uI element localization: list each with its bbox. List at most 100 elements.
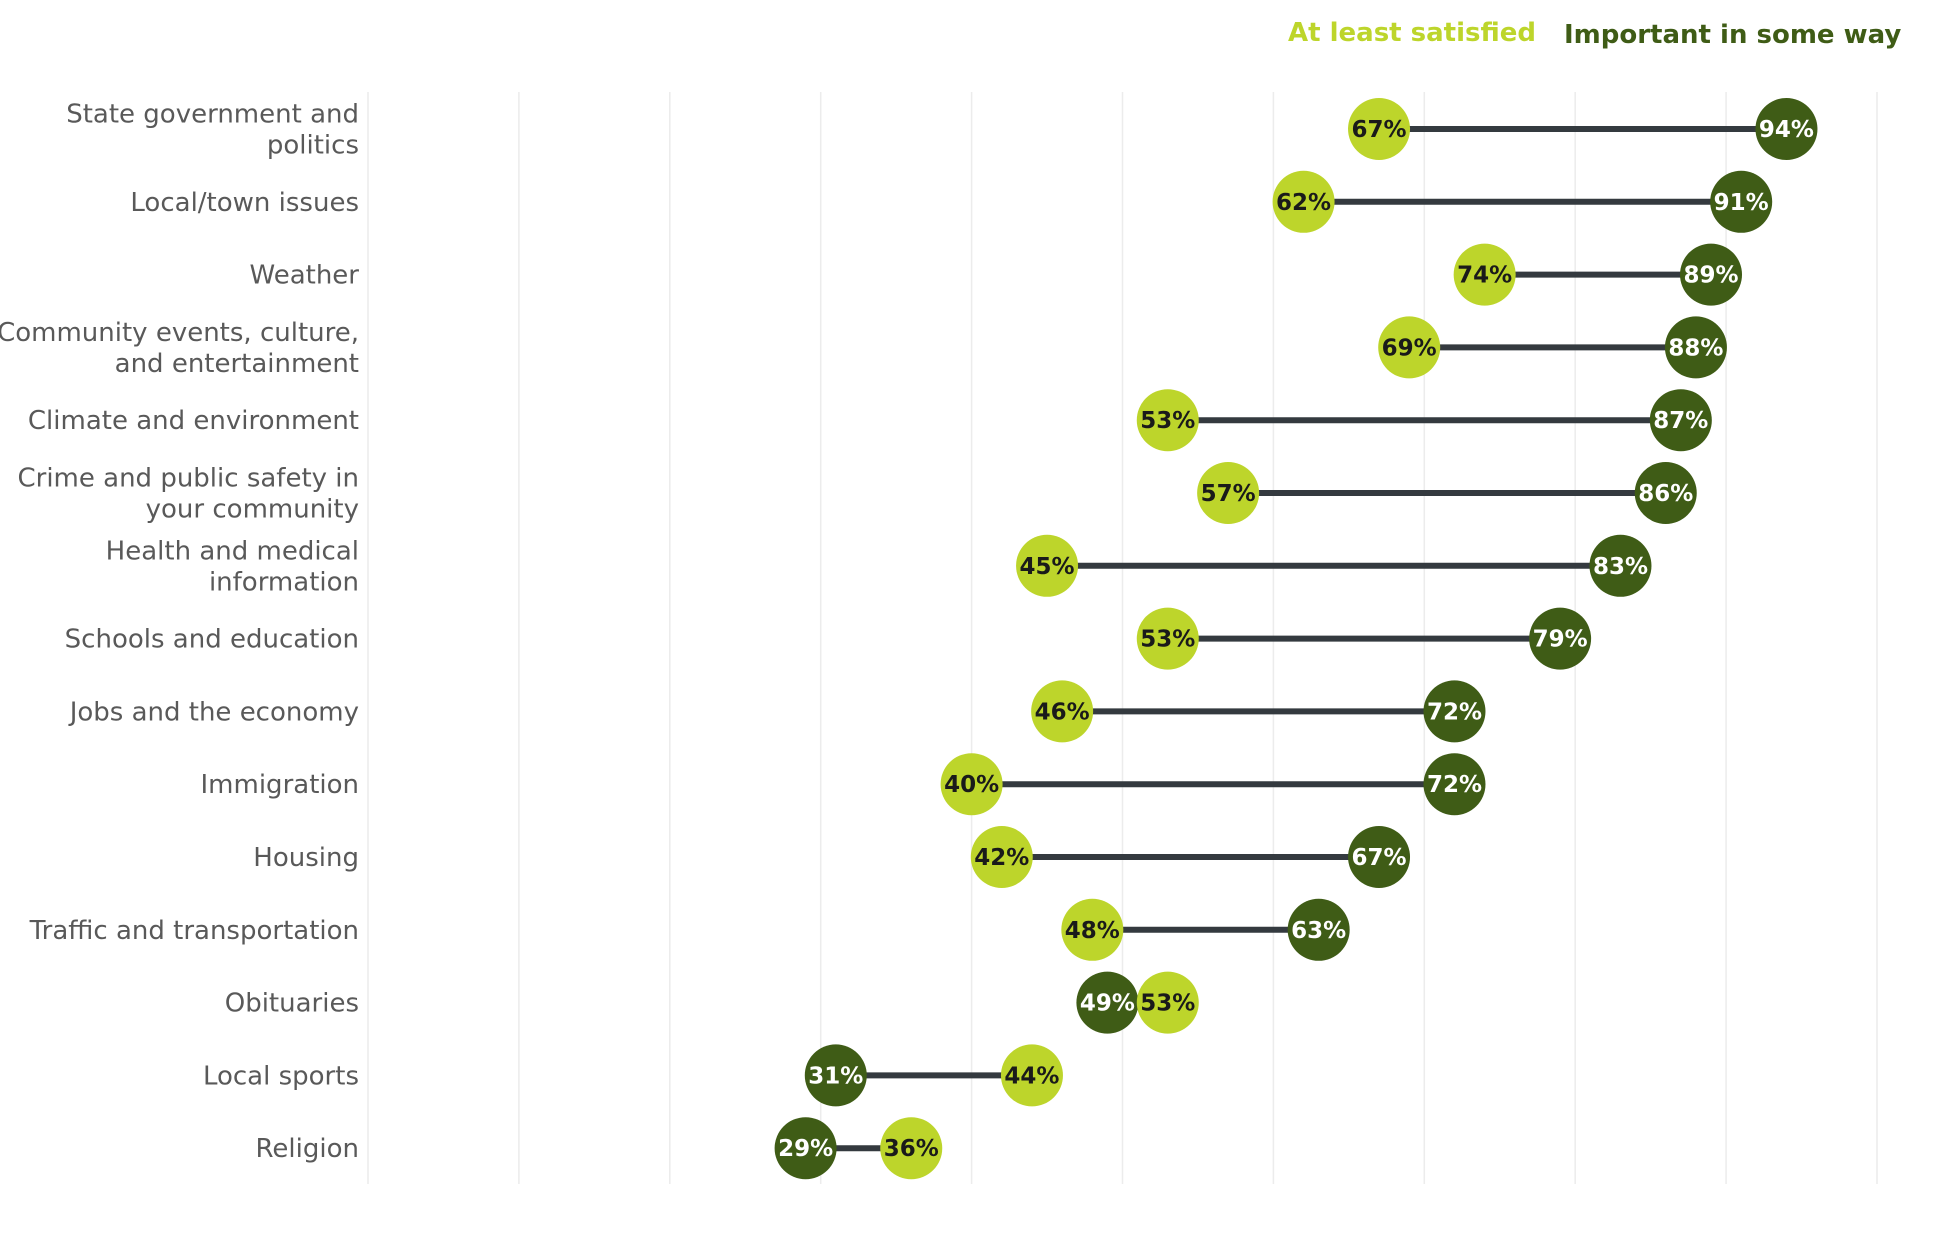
data-label-satisfied: 53% xyxy=(1140,627,1195,653)
legend: At least satisfied Important in some way xyxy=(1288,18,1901,50)
data-label-important: 31% xyxy=(808,1063,863,1089)
category-label-line: Weather xyxy=(250,261,360,291)
data-label-satisfied: 48% xyxy=(1065,918,1120,944)
category-label: Jobs and the economy xyxy=(68,697,359,727)
dot-satisfied xyxy=(1272,170,1335,233)
data-label-satisfied: 69% xyxy=(1382,335,1437,361)
data-label-satisfied: 42% xyxy=(974,845,1029,871)
category-label-line: Obituaries xyxy=(225,989,359,1019)
dot-important xyxy=(1076,971,1139,1034)
dot-satisfied xyxy=(940,753,1003,816)
dot-important xyxy=(1589,534,1652,597)
dot-satisfied xyxy=(1136,971,1199,1034)
connectors xyxy=(805,126,1787,1152)
data-label-important: 89% xyxy=(1683,263,1738,289)
category-label: Local/town issues xyxy=(130,188,359,218)
category-label: Health and medical information xyxy=(106,536,359,597)
category-label-line: politics xyxy=(267,131,359,161)
data-points: 67% 94% 62% 91% 74% 89% 69% 88% 53% 87% 57% 86% 45% 8… xyxy=(774,98,1818,1180)
category-label: Traffic and transportation xyxy=(29,916,359,946)
dot-important xyxy=(1649,389,1712,452)
category-label: Obituaries xyxy=(225,989,359,1019)
data-label-important: 86% xyxy=(1638,481,1693,507)
dot-satisfied xyxy=(1016,534,1079,597)
category-label-line: Climate and environment xyxy=(28,406,359,436)
data-label-satisfied: 44% xyxy=(1004,1063,1059,1089)
category-label-line: Schools and education xyxy=(65,625,359,655)
dot-satisfied xyxy=(1136,389,1199,452)
data-label-satisfied: 45% xyxy=(1020,554,1075,580)
category-label: Religion xyxy=(256,1134,359,1164)
category-label-line: Crime and public safety in xyxy=(17,464,359,494)
dot-satisfied xyxy=(1453,243,1516,306)
category-label: Climate and environment xyxy=(28,406,359,436)
category-label: Immigration xyxy=(201,770,359,800)
data-label-important: 72% xyxy=(1427,699,1482,725)
data-label-satisfied: 57% xyxy=(1201,481,1256,507)
dot-important xyxy=(1529,607,1592,670)
data-label-important: 49% xyxy=(1080,991,1135,1017)
category-label-line: Jobs and the economy xyxy=(68,697,359,727)
data-label-satisfied: 74% xyxy=(1457,263,1512,289)
category-label: Housing xyxy=(253,843,359,873)
category-label-line: Religion xyxy=(256,1134,359,1164)
data-label-important: 72% xyxy=(1427,772,1482,798)
data-label-satisfied: 67% xyxy=(1351,117,1406,143)
dot-satisfied xyxy=(1031,680,1094,743)
dot-important xyxy=(804,1044,867,1107)
data-label-important: 88% xyxy=(1668,335,1723,361)
data-label-important: 67% xyxy=(1351,845,1406,871)
category-label-line: Immigration xyxy=(201,770,359,800)
legend-label-satisfied: At least satisfied xyxy=(1288,18,1536,48)
category-label: Crime and public safety in your community xyxy=(17,464,359,525)
category-label-line: Housing xyxy=(253,843,359,873)
data-label-satisfied: 53% xyxy=(1140,991,1195,1017)
category-label-line: your community xyxy=(146,495,359,525)
category-labels: State government and politics Local/town i… xyxy=(0,100,359,1165)
dot-satisfied xyxy=(1348,98,1411,160)
data-label-satisfied: 62% xyxy=(1276,190,1331,216)
data-label-satisfied: 46% xyxy=(1035,699,1090,725)
category-label: Local sports xyxy=(203,1061,359,1091)
dot-satisfied xyxy=(1000,1044,1063,1107)
category-label: Schools and education xyxy=(65,625,359,655)
category-label-line: Health and medical xyxy=(106,536,359,566)
legend-label-important: Important in some way xyxy=(1564,20,1901,50)
category-label: Community events, culture, and entertainm… xyxy=(0,318,359,379)
dot-satisfied xyxy=(1136,607,1199,670)
dot-satisfied xyxy=(880,1117,943,1180)
category-label-line: and entertainment xyxy=(115,349,359,379)
dot-satisfied xyxy=(1197,462,1260,524)
dot-important xyxy=(774,1117,837,1180)
data-label-satisfied: 40% xyxy=(944,772,999,798)
category-label-line: Community events, culture, xyxy=(0,318,359,348)
category-label-line: Local sports xyxy=(203,1061,359,1091)
data-label-important: 79% xyxy=(1533,627,1588,653)
dot-satisfied xyxy=(1061,898,1124,961)
dot-important xyxy=(1287,898,1350,961)
data-label-important: 83% xyxy=(1593,554,1648,580)
category-label-line: Traffic and transportation xyxy=(29,916,359,946)
data-label-satisfied: 53% xyxy=(1140,408,1195,434)
dot-important xyxy=(1680,243,1743,306)
category-label: State government and politics xyxy=(66,100,359,161)
data-label-important: 63% xyxy=(1291,918,1346,944)
dot-important xyxy=(1710,170,1773,233)
dot-satisfied xyxy=(1378,316,1441,379)
data-label-important: 29% xyxy=(778,1136,833,1162)
data-label-satisfied: 36% xyxy=(884,1136,939,1162)
dot-important xyxy=(1423,680,1486,743)
category-label-line: State government and xyxy=(66,100,359,130)
data-label-important: 94% xyxy=(1759,117,1814,143)
category-label-line: Local/town issues xyxy=(130,188,359,218)
dot-important xyxy=(1634,462,1697,524)
dot-important xyxy=(1755,98,1818,160)
dot-important xyxy=(1664,316,1727,379)
data-label-important: 91% xyxy=(1714,190,1769,216)
dot-satisfied xyxy=(970,826,1033,888)
category-label-line: information xyxy=(209,567,359,597)
category-label: Weather xyxy=(250,261,360,291)
data-label-important: 87% xyxy=(1653,408,1708,434)
